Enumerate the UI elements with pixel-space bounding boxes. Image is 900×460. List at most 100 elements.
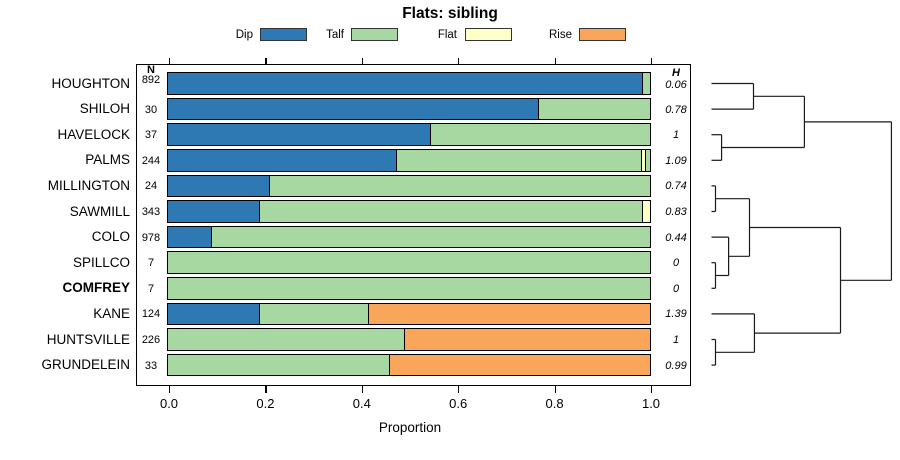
bar-segment-talf xyxy=(645,149,651,171)
legend-swatch-dip xyxy=(260,28,307,41)
bar-segment-dip xyxy=(167,226,211,248)
h-value: 0.06 xyxy=(665,79,687,91)
tick-mark xyxy=(265,386,267,393)
row-label: MILLINGTON xyxy=(47,177,130,193)
tick-label: 0.8 xyxy=(545,396,564,411)
row-label: PALMS xyxy=(85,152,130,168)
legend-swatch-rise xyxy=(579,28,626,41)
row-label: HUNTSVILLE xyxy=(46,331,130,347)
bar xyxy=(166,276,652,300)
bar xyxy=(166,174,652,198)
row-label: HAVELOCK xyxy=(57,126,130,142)
bar-segment-flat xyxy=(641,149,646,171)
legend-label: Flat xyxy=(437,28,457,41)
legend-swatch-flat xyxy=(465,28,512,41)
bar xyxy=(166,148,652,172)
bar-segment-dip xyxy=(167,149,397,171)
h-value: 0 xyxy=(672,257,680,270)
tick-mark xyxy=(554,386,556,393)
legend-swatch-talf xyxy=(351,28,398,41)
bar xyxy=(166,200,652,223)
n-value: 892 xyxy=(141,74,161,86)
bar-segment-rise xyxy=(403,329,651,350)
h-value: 0.74 xyxy=(665,180,687,193)
n-value: 124 xyxy=(141,308,161,321)
tick-mark xyxy=(554,57,556,64)
row-label: KANE xyxy=(93,305,130,321)
legend-label: Dip xyxy=(235,28,253,41)
bar-segment-dip xyxy=(167,73,643,94)
x-axis-label: Proportion xyxy=(378,420,442,435)
bar-segment-talf xyxy=(167,329,404,350)
tick-label: 0.0 xyxy=(159,396,179,411)
bar-segment-dip xyxy=(167,98,539,120)
tick-mark xyxy=(169,386,171,393)
tick-label: 0.4 xyxy=(352,396,371,411)
tick-mark xyxy=(361,57,363,64)
bar xyxy=(166,328,652,351)
n-value: 978 xyxy=(141,231,161,244)
bar-segment-rise xyxy=(389,354,651,376)
bar-segment-rise xyxy=(368,303,651,325)
bar-segment-dip xyxy=(167,175,269,197)
tick-mark xyxy=(651,386,653,393)
bar xyxy=(166,302,652,326)
chart-title: Flats: sibling xyxy=(402,5,498,22)
h-value: 0.99 xyxy=(665,359,687,372)
bar-segment-dip xyxy=(167,201,259,222)
row-label: GRUNDELEIN xyxy=(41,357,130,373)
tick-mark xyxy=(265,57,267,64)
n-value: 7 xyxy=(147,282,155,295)
row-label: SHILOH xyxy=(79,101,130,117)
row-label: SPILLCO xyxy=(72,254,130,270)
n-value: 24 xyxy=(144,180,158,193)
n-value: 33 xyxy=(144,359,158,372)
row-label: COLO xyxy=(91,229,130,245)
tick-mark xyxy=(458,57,460,64)
tick-mark xyxy=(361,386,363,393)
bar-segment-talf xyxy=(642,73,651,94)
bar-segment-flat xyxy=(642,201,651,222)
bar xyxy=(166,123,652,147)
tick-label: 0.2 xyxy=(256,396,275,411)
bar-segment-talf xyxy=(430,124,651,146)
tick-mark xyxy=(651,57,653,64)
tick-label: 1.0 xyxy=(641,396,661,411)
bar-segment-talf xyxy=(167,252,651,274)
n-value: 343 xyxy=(141,206,161,218)
h-value: 0.78 xyxy=(665,103,687,116)
row-label: HOUGHTON xyxy=(51,75,130,91)
row-label: COMFREY xyxy=(62,280,131,296)
tick-label: 0.6 xyxy=(449,396,468,411)
h-value: 0.83 xyxy=(665,206,687,218)
n-column-header: N xyxy=(147,64,155,76)
h-value: 1 xyxy=(672,334,680,346)
h-value: 1 xyxy=(672,129,680,142)
n-value: 226 xyxy=(141,334,161,346)
h-value: 1.39 xyxy=(665,308,687,321)
h-value: 0.44 xyxy=(665,231,687,244)
row-label: SAWMILL xyxy=(69,203,130,219)
bar-segment-talf xyxy=(210,226,651,248)
legend-label: Talf xyxy=(326,28,344,41)
bar xyxy=(166,97,652,121)
h-value: 0 xyxy=(672,282,680,295)
bar-segment-talf xyxy=(167,354,390,376)
h-value: 1.09 xyxy=(665,154,687,167)
bar xyxy=(166,225,652,249)
n-value: 244 xyxy=(141,154,161,167)
bar-segment-talf xyxy=(258,303,369,325)
bar xyxy=(166,72,652,95)
bar-segment-talf xyxy=(396,149,642,171)
bar-segment-talf xyxy=(538,98,651,120)
bar xyxy=(166,353,652,377)
h-column-header: H xyxy=(672,67,680,79)
bar-segment-talf xyxy=(167,277,651,299)
n-value: 30 xyxy=(144,103,158,116)
bar-segment-talf xyxy=(258,201,643,222)
bar-segment-dip xyxy=(167,303,259,325)
tick-mark xyxy=(169,57,171,64)
tick-mark xyxy=(458,386,460,393)
